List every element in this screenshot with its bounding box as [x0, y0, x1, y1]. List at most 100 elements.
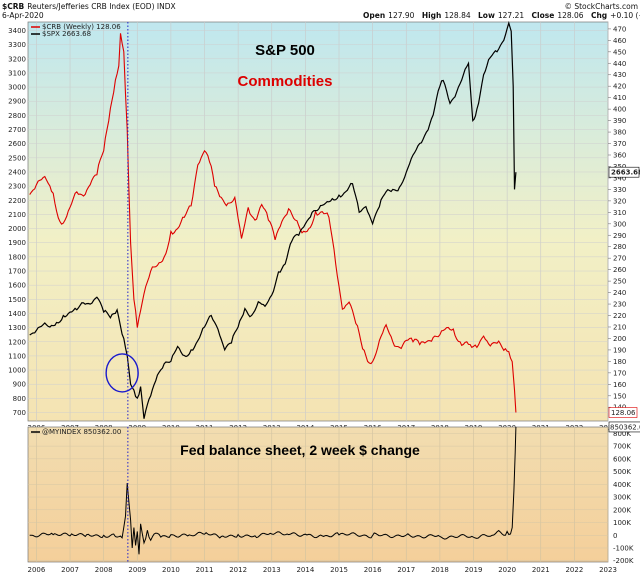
x-tick-label: 2022	[565, 566, 583, 574]
legend-label: $SPX 2663.68	[42, 30, 91, 38]
stockcharts-credit: © StockCharts.com	[564, 2, 638, 11]
x-tick-label: 2019	[465, 566, 483, 574]
x-tick-label: 2008	[95, 566, 113, 574]
chg-value: +0.10 (+0.08%)	[610, 11, 640, 20]
left-tick-label: 3300	[8, 41, 26, 49]
left-tick-label: 900	[13, 381, 26, 389]
right-tick-label: 320	[613, 197, 626, 205]
left-tick-label: 3000	[8, 84, 26, 92]
right-tick-label: 410	[613, 94, 626, 102]
fed-right-tick-label: 800K	[613, 430, 631, 438]
x-tick-label: 2009	[128, 566, 146, 574]
right-tick-label: 370	[613, 140, 626, 148]
right-axis-ticks: 1401501601701801902002102202302402502602…	[608, 25, 640, 418]
spx-last-badge	[608, 166, 640, 178]
left-tick-label: 2600	[8, 140, 26, 148]
x-tick-label: 2020	[498, 566, 516, 574]
price-panel-legend: $CRB (Weekly) 128.06$SPX 2663.68	[31, 23, 121, 38]
x-tick-label: 2018	[431, 566, 449, 574]
right-tick-label: 280	[613, 243, 626, 251]
crb-last-label: 128.06	[611, 409, 636, 417]
close-label: Close	[532, 11, 555, 20]
fed-right-tick-label: -200K	[613, 557, 634, 565]
left-tick-label: 2300	[8, 183, 26, 191]
fed-right-tick-label: 100K	[613, 519, 631, 527]
left-tick-label: 1100	[8, 352, 26, 360]
left-tick-label: 700	[13, 409, 26, 417]
fed-right-tick-label: -100K	[613, 544, 634, 552]
left-tick-label: 2500	[8, 154, 26, 162]
left-axis-ticks: 700 800 900 1000 1100 1200 1300 1400 1500 1600 170…	[8, 27, 26, 417]
right-tick-label: 310	[613, 209, 626, 217]
left-tick-label: 3400	[8, 27, 26, 35]
right-tick-label: 230	[613, 301, 626, 309]
right-tick-label: 380	[613, 129, 626, 137]
right-tick-label: 450	[613, 48, 626, 56]
right-tick-label: 260	[613, 266, 626, 274]
fed-right-tick-label: 200K	[613, 506, 631, 514]
right-tick-label: 150	[613, 392, 626, 400]
right-tick-label: 330	[613, 186, 626, 194]
crb-last-badge	[608, 407, 638, 418]
left-tick-label: 1600	[8, 282, 26, 290]
x-tick-label: 2015	[330, 566, 348, 574]
x-tick-label: 2011	[196, 566, 214, 574]
x-tick-label: 2006	[27, 566, 45, 574]
fed-right-tick-label: 400K	[613, 481, 631, 489]
price-panel-markers	[105, 22, 139, 421]
close-value: 128.06	[557, 11, 583, 20]
chart-header: $CRB Reuters/Jefferies CRB Index (EOD) IN…	[2, 2, 640, 20]
right-tick-label: 220	[613, 312, 626, 320]
x-tick-label: 2017	[397, 566, 415, 574]
open-label: Open	[363, 11, 385, 20]
open-value: 127.90	[388, 11, 414, 20]
x-tick-label: 2012	[229, 566, 247, 574]
right-tick-label: 400	[613, 106, 626, 114]
left-tick-label: 2200	[8, 197, 26, 205]
right-tick-label: 250	[613, 278, 626, 286]
legend-label: @MYINDEX 850362.00	[42, 428, 121, 436]
right-tick-label: 360	[613, 152, 626, 160]
right-tick-label: 460	[613, 37, 626, 45]
fed-right-tick-label: 700K	[613, 443, 631, 451]
x-tick-label: 2021	[532, 566, 550, 574]
commodities-annotation: Commodities	[237, 73, 332, 90]
crb-line	[29, 33, 517, 413]
left-tick-label: 3100	[8, 69, 26, 77]
fed-panel-series	[29, 426, 517, 555]
index-name: Reuters/Jefferies CRB Index (EOD) INDX	[27, 2, 175, 11]
high-label: High	[422, 11, 442, 20]
x-tick-label: 2016	[364, 566, 382, 574]
left-tick-label: 1400	[8, 310, 26, 318]
x-tick-label: 2023	[599, 566, 617, 574]
right-tick-label: 340	[613, 174, 626, 182]
right-tick-label: 420	[613, 83, 626, 91]
left-tick-label: 3200	[8, 55, 26, 63]
right-tick-label: 290	[613, 232, 626, 240]
fed-panel-x-ticks: 2006 2007 2008 2009 2010 2011 2012 2013 2014 2015…	[27, 566, 616, 574]
high-value: 128.84	[444, 11, 470, 20]
spx-last-label: 2663.68	[611, 169, 640, 177]
left-tick-label: 1500	[8, 296, 26, 304]
fed-right-tick-label: 500K	[613, 468, 631, 476]
left-tick-label: 2800	[8, 112, 26, 120]
right-tick-label: 200	[613, 335, 626, 343]
price-panel-series	[29, 20, 517, 419]
legend-label: $CRB (Weekly) 128.06	[42, 23, 121, 31]
right-tick-label: 270	[613, 255, 626, 263]
left-tick-label: 2400	[8, 168, 26, 176]
right-tick-label: 300	[613, 220, 626, 228]
header-date: 6-Apr-2020	[2, 11, 44, 20]
right-tick-label: 170	[613, 369, 626, 377]
low-value: 127.21	[498, 11, 524, 20]
x-tick-label: 2007	[61, 566, 79, 574]
fed-right-tick-label: 0	[613, 532, 617, 540]
fed-last-label: 850362.00	[610, 423, 640, 431]
right-tick-label: 470	[613, 25, 626, 33]
right-tick-label: 190	[613, 346, 626, 354]
fed-right-tick-label: 600K	[613, 455, 631, 463]
sp500-annotation: S&P 500	[255, 42, 315, 59]
